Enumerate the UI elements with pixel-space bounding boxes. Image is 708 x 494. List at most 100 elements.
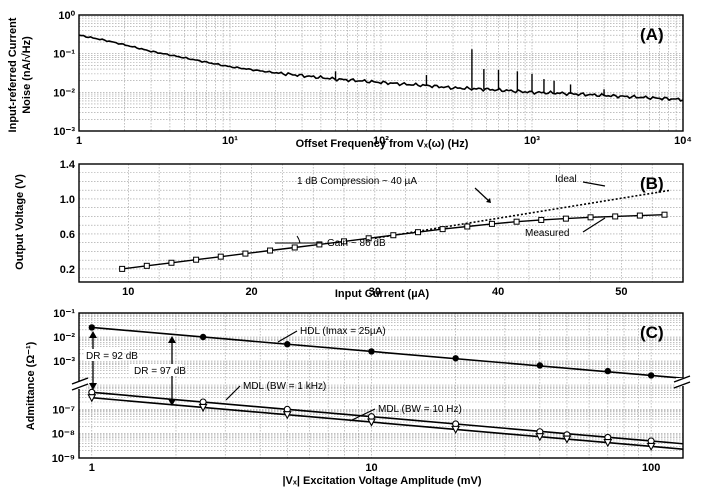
measured-point: [661, 211, 668, 218]
measured-point: [439, 226, 446, 233]
x-tick-label: 50: [615, 286, 627, 298]
measured-point: [193, 256, 200, 263]
x-tick-label: 10³: [524, 135, 540, 147]
y-tick-label: 10⁻²: [53, 87, 75, 99]
hdl-point: [604, 367, 612, 375]
mdl-10-label: MDL (BW = 10 Hz): [378, 404, 462, 415]
panel-b-frame: [78, 163, 684, 283]
panel-b-transfer: 10 20 30 40 50 1.4 1.0 0.6 0.2 (B) 1 dB Compress…: [14, 159, 684, 300]
hdl-point: [647, 372, 655, 379]
panel-b-label: (B): [640, 174, 664, 193]
series-line: [91, 396, 684, 450]
measured-label: Measured: [525, 228, 569, 239]
y-tick-label: 0.2: [60, 264, 75, 276]
panel-a-xlabel: Offset Frequency from Vₓ(ω) (Hz): [296, 138, 469, 150]
y-tick-label: 10⁰: [58, 10, 75, 22]
x-tick-label: 1: [89, 462, 95, 474]
measured-point: [365, 235, 372, 242]
y-tick-label: 10⁻¹: [53, 49, 75, 61]
panel-a-ylabel-line1: Input-referred Current: [7, 17, 19, 132]
dr97-label-bg: [130, 364, 182, 376]
x-tick-label: 40: [492, 286, 504, 298]
measured-pointer: [582, 217, 606, 233]
dr97-arrowheads: [168, 336, 176, 406]
measured-point: [464, 223, 471, 230]
measured-point: [513, 218, 520, 225]
y-tick-label: 10⁻²: [53, 332, 75, 344]
mdl-1k-pointer: [225, 385, 241, 401]
measured-point: [636, 212, 643, 219]
panel-b-xlabel: Input Current (µA): [335, 288, 430, 300]
mdl-10-pointer: [349, 408, 376, 422]
hdl-point: [88, 324, 95, 331]
y-tick-label: 10⁻⁸: [52, 429, 75, 441]
hdl-point: [368, 348, 375, 355]
ideal-line: [374, 189, 671, 240]
mdl-10-point: [198, 403, 208, 413]
panel-c-admittance: 1 10 100 10⁻¹ 10⁻² 10⁻³ 10⁻⁷ 10⁻⁸ 10⁻⁹ (C) HDL (…: [25, 308, 691, 487]
x-tick-label: 10: [122, 286, 134, 298]
measured-point: [316, 241, 323, 248]
axis-break-right-gap: [676, 378, 688, 386]
dr92-label-bg: [84, 349, 120, 361]
measured-point: [612, 213, 619, 220]
x-tick-label: 10²: [373, 135, 389, 147]
panel-c-label: (C): [640, 323, 664, 342]
measured-point: [562, 215, 569, 222]
measured-point: [538, 216, 545, 223]
dr92-arrowheads: [89, 331, 97, 390]
panel-b-ylabel: Output Voltage (V): [14, 174, 26, 270]
series-line: [91, 391, 684, 445]
mdl-10-point: [451, 425, 461, 435]
measured-point: [291, 244, 298, 251]
panel-a-label: (A): [640, 25, 664, 44]
hdl-point: [536, 362, 544, 369]
measured-point: [414, 229, 421, 236]
x-tick-label: 100: [642, 462, 660, 474]
mdl-10-point: [646, 442, 656, 452]
y-tick-label: 10⁻⁷: [52, 404, 75, 416]
mdl-10-point: [282, 411, 292, 420]
measured-point: [267, 247, 274, 254]
compression-annotation: 1 dB Compression ~ 40 µA: [297, 176, 417, 187]
axis-break-right: [673, 375, 691, 389]
x-tick-label: 10: [365, 462, 377, 474]
mdl-10-point: [87, 394, 97, 403]
x-tick-label: 1: [76, 135, 82, 147]
dr92-label: DR = 92 dB: [86, 351, 138, 362]
y-tick-label: 0.6: [60, 229, 75, 241]
y-tick-label: 10⁻³: [53, 126, 75, 138]
panel-a-frame: [78, 14, 684, 132]
mdl-1k-label: MDL (BW = 1 kHz): [243, 381, 326, 392]
ideal-pointer: [582, 181, 606, 187]
panel-c-ylabel: Admittance (Ω⁻¹): [25, 341, 37, 430]
axis-break-left: [71, 377, 89, 391]
noise-curve: [78, 34, 684, 102]
hdl-label: HDL (Imax = 25µA): [300, 326, 386, 337]
measured-point: [168, 259, 175, 266]
y-tick-label: 10⁻⁹: [52, 453, 75, 465]
mdl-10-point: [603, 439, 613, 448]
measured-point: [488, 220, 495, 227]
hdl-pointer: [277, 330, 298, 343]
measured-point: [341, 238, 348, 245]
gain-annotation: Gain ~ 86 dB: [327, 238, 386, 249]
series-line: [91, 326, 684, 379]
x-tick-label: 10⁴: [674, 135, 692, 147]
measured-point: [217, 253, 224, 260]
measured-point: [119, 265, 126, 272]
y-tick-label: 1.4: [60, 159, 76, 171]
panel-a-ylabel-line2: Noise (nA/√Hz): [21, 36, 33, 114]
compression-arrow: [474, 187, 491, 203]
panel-c-xlabel: |Vₓ| Excitation Voltage Amplitude (mV): [282, 475, 481, 487]
panel-a-noise-spectrum: 1 10¹ 10² 10³ 10⁴ 10⁰ 10⁻¹ 10⁻² 10⁻³ (A) Offset …: [7, 10, 692, 150]
compression-arrowhead: [486, 198, 491, 203]
x-tick-label: 20: [245, 286, 257, 298]
dr97-label: DR = 97 dB: [134, 366, 186, 377]
measured-point: [143, 262, 150, 269]
y-tick-label: 10⁻¹: [53, 308, 75, 320]
hdl-point: [199, 333, 207, 341]
y-tick-label: 1.0: [60, 194, 75, 206]
mdl-10-point: [562, 435, 572, 444]
